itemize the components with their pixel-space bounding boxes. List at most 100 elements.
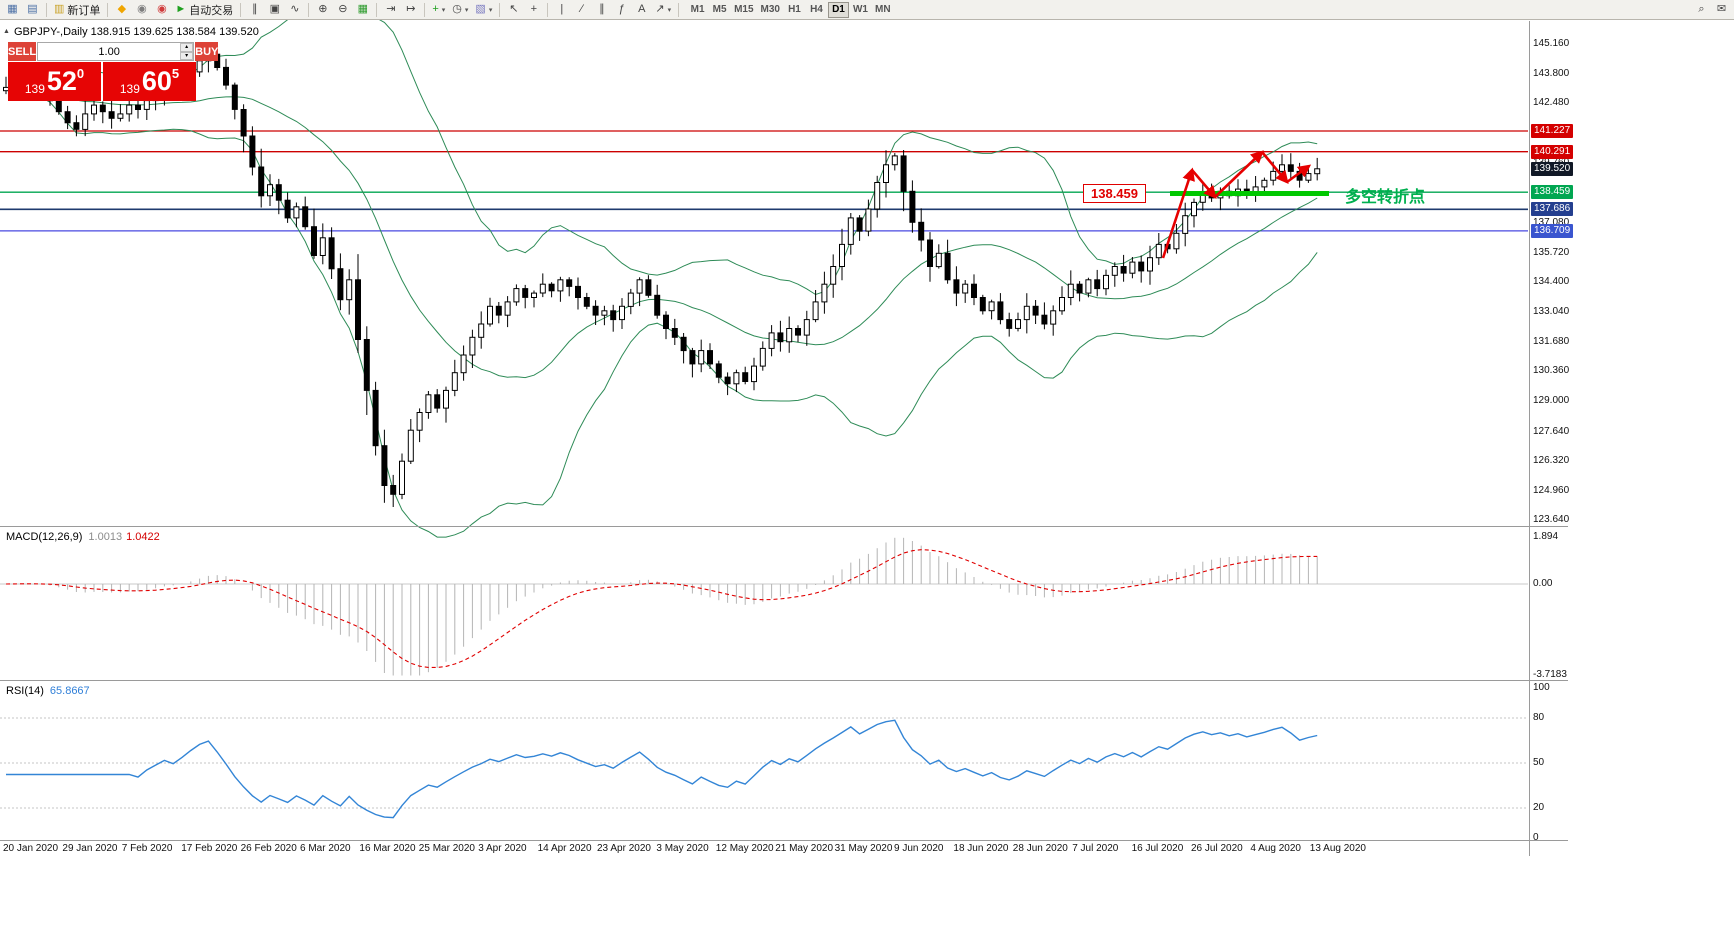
new-chart-button[interactable]: ▦ bbox=[3, 1, 22, 18]
equidistant-channel-button[interactable]: ∥ bbox=[592, 1, 611, 18]
indicators-button[interactable]: + ▾ bbox=[429, 1, 448, 18]
templates-button[interactable]: ▧ ▾ bbox=[472, 1, 495, 18]
macd-axis-label: 1.894 bbox=[1533, 531, 1559, 543]
toolbar-separator bbox=[240, 2, 242, 17]
bar-chart-mode-button[interactable]: ∥ bbox=[245, 1, 264, 18]
price-axis-badge: 136.709 bbox=[1531, 223, 1574, 238]
timeframe-mn-button[interactable]: MN bbox=[872, 2, 894, 18]
price-axis-label: 124.960 bbox=[1533, 484, 1570, 496]
sell-button[interactable]: SELL bbox=[8, 42, 37, 61]
macd-indicator bbox=[0, 537, 1528, 676]
indicators-caret-icon: ▾ bbox=[441, 6, 446, 14]
date-axis-label: 23 Apr 2020 bbox=[597, 843, 651, 854]
line-chart-mode-icon: ∿ bbox=[290, 3, 300, 15]
volume-spinner: ▴ ▾ bbox=[180, 43, 194, 60]
trendline-button[interactable]: ∕ bbox=[572, 1, 591, 18]
candlesticks bbox=[3, 48, 1321, 507]
periods-button[interactable]: ◷ ▾ bbox=[449, 1, 471, 18]
candlestick-mode-button[interactable]: ▣ bbox=[265, 1, 284, 18]
date-axis-label: 31 May 2020 bbox=[834, 843, 893, 854]
price-axis-label: 142.480 bbox=[1533, 97, 1570, 109]
timeframe-d1-button[interactable]: D1 bbox=[827, 1, 849, 18]
rsi-name: RSI(14) bbox=[6, 685, 44, 697]
price-axis-label: 130.360 bbox=[1533, 365, 1570, 377]
bar-chart-mode-icon: ∥ bbox=[252, 3, 258, 15]
timeframe-m30-button[interactable]: M30 bbox=[758, 2, 783, 18]
arrows-tool-button[interactable]: ↗ ▾ bbox=[652, 1, 674, 18]
auto-scroll-button[interactable]: ↦ bbox=[401, 1, 420, 18]
price-axis-label: 145.160 bbox=[1533, 38, 1570, 49]
price-axis-badge: 137.686 bbox=[1531, 202, 1574, 217]
annotation-price-label[interactable]: 138.459 bbox=[1083, 184, 1146, 203]
timeframe-h4-button[interactable]: H4 bbox=[806, 2, 827, 18]
date-axis-label: 25 Mar 2020 bbox=[418, 843, 475, 854]
price-axis-label: 135.720 bbox=[1533, 246, 1570, 258]
date-axis-label: 29 Jan 2020 bbox=[62, 843, 118, 854]
timeframe-h1-button[interactable]: H1 bbox=[784, 2, 805, 18]
zoom-in-button[interactable]: ⊕ bbox=[313, 1, 332, 18]
chat-button[interactable]: ✉ bbox=[1712, 1, 1731, 18]
rsi-axis-label: 80 bbox=[1533, 712, 1545, 723]
turning-point-text[interactable]: 多空转折点 bbox=[1345, 189, 1426, 206]
panel-separators bbox=[0, 21, 1568, 856]
auto-trading-button[interactable]: ► 自动交易 bbox=[172, 1, 236, 18]
fibonacci-button[interactable]: ƒ bbox=[612, 1, 631, 18]
bid-pip-digit: 0 bbox=[76, 66, 85, 81]
cursor-button[interactable]: ↖ bbox=[504, 1, 523, 18]
vertical-line-icon: | bbox=[560, 3, 564, 15]
ask-price[interactable]: 139 60 5 bbox=[103, 62, 196, 101]
auto-trading-icon: ► bbox=[175, 3, 187, 15]
volume-down-button[interactable]: ▾ bbox=[180, 51, 194, 60]
text-label-icon: A bbox=[638, 3, 646, 15]
zoom-out-button[interactable]: ⊖ bbox=[333, 1, 352, 18]
toolbar-separator bbox=[678, 2, 680, 17]
auto-scroll-icon: ↦ bbox=[406, 3, 416, 15]
timeframe-w1-button[interactable]: W1 bbox=[850, 2, 871, 18]
macd-name: MACD(12,26,9) bbox=[6, 531, 83, 543]
toolbar-separator bbox=[424, 2, 426, 17]
horizontal-level-lines bbox=[0, 130, 1528, 232]
timeframe-m15-button[interactable]: M15 bbox=[731, 2, 756, 18]
volume-up-button[interactable]: ▴ bbox=[180, 43, 194, 52]
timeframe-m5-button[interactable]: M5 bbox=[709, 2, 730, 18]
search-button[interactable]: ⌕ bbox=[1692, 1, 1711, 18]
vertical-line-button[interactable]: | bbox=[552, 1, 571, 18]
chart-shift-icon: ⇥ bbox=[386, 3, 396, 15]
date-axis-label: 18 Jun 2020 bbox=[953, 843, 1009, 854]
bid-ask-row: 139 52 0 139 60 5 bbox=[8, 62, 196, 101]
metaquotes-id-button[interactable]: ◉ bbox=[152, 1, 171, 18]
date-axis-label: 3 Apr 2020 bbox=[478, 843, 527, 854]
price-axis-label: 123.640 bbox=[1533, 514, 1570, 526]
date-axis-label: 17 Feb 2020 bbox=[181, 843, 238, 854]
macd-indicator-label: MACD(12,26,9) 1.0013 1.0422 bbox=[6, 531, 160, 543]
toolbar-separator bbox=[499, 2, 501, 17]
one-click-collapse-arrow[interactable]: ▲ bbox=[3, 28, 10, 35]
arrows-tool-caret-icon: ▾ bbox=[667, 6, 672, 14]
date-axis-label: 16 Mar 2020 bbox=[359, 843, 416, 854]
community-button[interactable]: ◉ bbox=[132, 1, 151, 18]
text-label-button[interactable]: A bbox=[632, 1, 651, 18]
price-axis-label: 137.080 bbox=[1533, 216, 1570, 228]
buy-button[interactable]: BUY bbox=[195, 42, 219, 61]
profiles-button[interactable]: ▤ bbox=[23, 1, 42, 18]
tile-windows-button[interactable]: ▦ bbox=[353, 1, 372, 18]
bid-price[interactable]: 139 52 0 bbox=[8, 62, 101, 101]
alerts-button[interactable]: ◆ bbox=[112, 1, 131, 18]
annotation-drawings[interactable] bbox=[1161, 150, 1329, 259]
tile-windows-icon: ▦ bbox=[357, 3, 368, 15]
timeframe-m1-button[interactable]: M1 bbox=[687, 2, 708, 18]
toolbar-separator bbox=[308, 2, 310, 17]
candlestick-mode-icon: ▣ bbox=[269, 3, 280, 15]
new-order-button[interactable]: ▥ 新订单 bbox=[51, 1, 103, 18]
profiles-icon: ▤ bbox=[27, 3, 38, 15]
crosshair-button[interactable]: + bbox=[524, 1, 543, 18]
price-axis-label: 126.320 bbox=[1533, 454, 1570, 466]
line-chart-mode-button[interactable]: ∿ bbox=[285, 1, 304, 18]
volume-input[interactable] bbox=[38, 43, 181, 60]
macd-axis-label: 0.00 bbox=[1533, 578, 1553, 589]
chart-shift-button[interactable]: ⇥ bbox=[381, 1, 400, 18]
toolbar-separator bbox=[46, 2, 47, 17]
toolbar-separator bbox=[376, 2, 378, 17]
periods-icon: ◷ bbox=[452, 3, 462, 15]
